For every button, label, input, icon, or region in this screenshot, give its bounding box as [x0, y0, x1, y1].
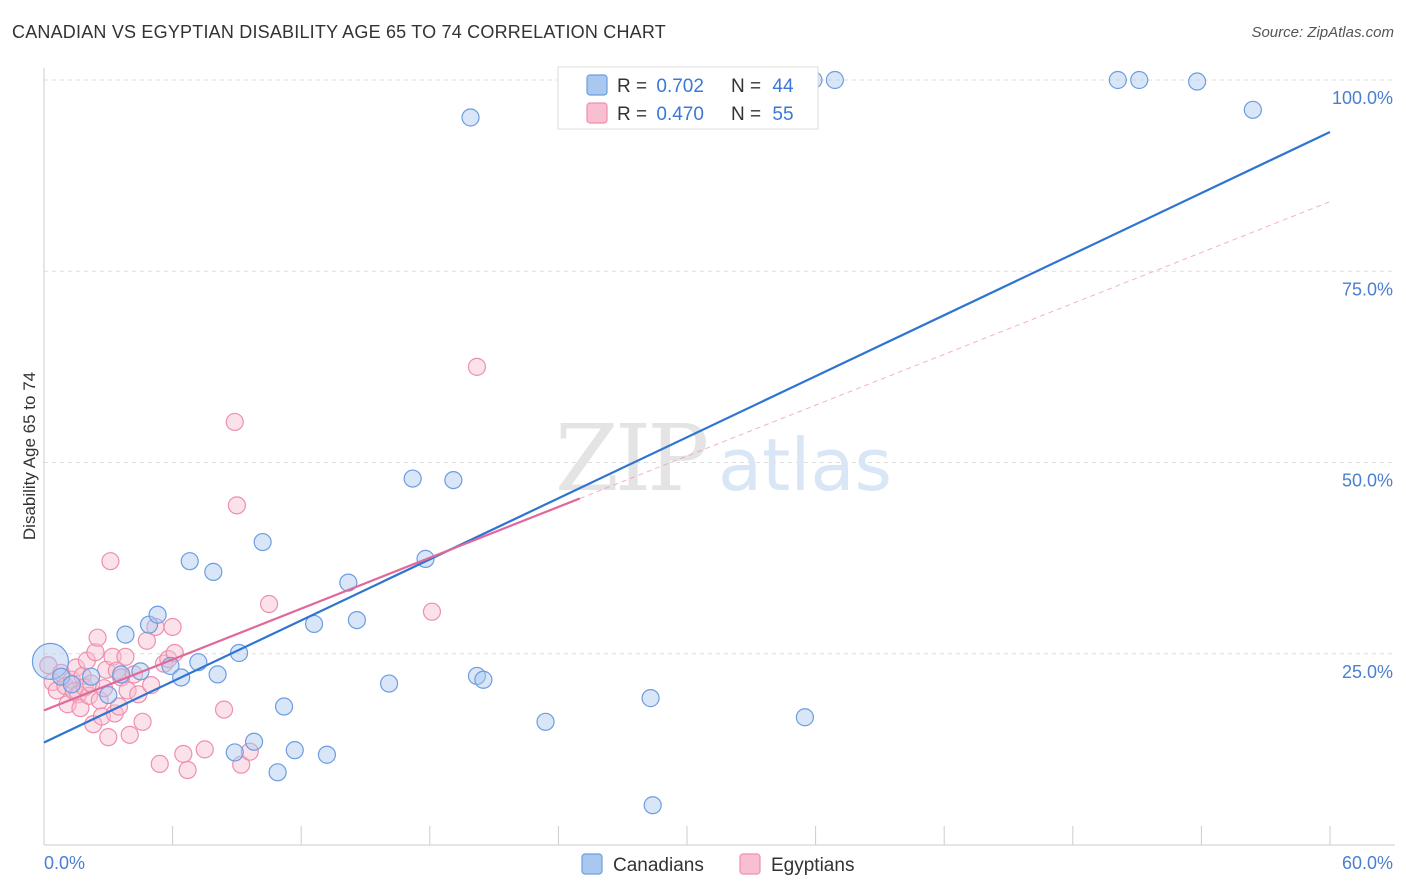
legend-r-label: R = [617, 104, 652, 125]
canadian-point [379, 674, 399, 693]
legend-bottom-swatch-egyptians [739, 853, 761, 875]
egyptian-point [86, 643, 105, 662]
legend-row-egyptians-n: N = 55 [731, 104, 794, 125]
canadian-point [116, 625, 135, 644]
canadian-point [148, 605, 167, 624]
canadian-point [1243, 100, 1262, 119]
egyptian-point [150, 754, 169, 774]
egyptian-point [214, 700, 234, 719]
canadian-point [643, 796, 662, 815]
y-tick-label: 100.0% [1332, 88, 1393, 108]
chart-source: Source: ZipAtlas.com [1251, 24, 1394, 41]
canadian-point [461, 108, 480, 127]
egyptian-point [422, 602, 442, 621]
watermark: ZIP atlas [555, 405, 892, 512]
egyptian-point [467, 357, 487, 376]
canadian-point [474, 670, 493, 689]
y-tick-label: 50.0% [1342, 471, 1393, 491]
canadian-point [99, 685, 118, 705]
y-tick-label: 75.0% [1342, 279, 1393, 299]
canadian-point [347, 610, 367, 630]
canadian-point [268, 763, 287, 782]
canadian-point [641, 689, 660, 708]
canadian-point [317, 745, 337, 764]
canadian-point [31, 642, 70, 681]
egyptian-point [178, 760, 197, 780]
legend-bottom-label-canadians: Canadians [613, 855, 704, 876]
legend-r-value: 0.702 [656, 76, 704, 97]
egyptian-point [120, 725, 139, 744]
trend-lines [43, 131, 1331, 744]
egyptian-point [174, 744, 193, 764]
canadian-point [82, 667, 101, 686]
canadian-point [180, 552, 199, 571]
axes [43, 68, 1395, 846]
legend-bottom: Canadians Egyptians [581, 853, 854, 876]
canadian-point [253, 532, 272, 552]
canadian-point [208, 665, 227, 684]
canadian-point [244, 732, 264, 751]
watermark-zip: ZIP [555, 405, 706, 512]
legend-row-egyptians: R = 0.470 [617, 104, 704, 125]
egyptian-point [163, 617, 182, 637]
egyptian-point [99, 728, 118, 747]
canadian-point [1188, 72, 1207, 91]
y-axis-label: Disability Age 65 to 74 [20, 372, 39, 540]
egyptian-point [225, 412, 244, 432]
legend-row-canadians-n: N = 44 [731, 76, 794, 97]
chart-title: CANADIAN VS EGYPTIAN DISABILITY AGE 65 T… [12, 22, 666, 42]
canadian-point [444, 470, 463, 490]
egyptian-point [137, 631, 156, 650]
egyptian-point [101, 552, 120, 571]
legend-top: R = 0.702 N = 44 R = 0.470 N = 55 [557, 66, 819, 130]
x-tick-label: 60.0% [1342, 853, 1393, 873]
egyptians-trend-line [43, 497, 581, 712]
egyptian-points [39, 357, 487, 780]
legend-n-label: N = [731, 76, 766, 97]
legend-n-value: 44 [772, 76, 794, 97]
canadian-point [62, 675, 81, 694]
egyptian-point [259, 594, 279, 614]
watermark-atlas: atlas [718, 423, 892, 507]
canadian-point [285, 741, 304, 760]
x-tick-labels: 0.0% 60.0% [44, 853, 1393, 873]
legend-n-value: 55 [772, 104, 793, 125]
legend-r-label: R = [617, 76, 652, 97]
egyptian-point [118, 681, 137, 700]
egyptian-point [88, 628, 107, 647]
canadian-point [403, 469, 422, 488]
egyptian-point [227, 496, 246, 515]
egyptian-point [133, 712, 152, 731]
y-tick-labels: 25.0% 50.0% 75.0% 100.0% [1332, 88, 1393, 682]
canadian-point [225, 743, 244, 762]
y-tick-label: 25.0% [1342, 662, 1393, 682]
canadian-point [536, 712, 555, 731]
legend-bottom-label-egyptians: Egyptians [771, 855, 854, 876]
canadian-point [204, 562, 223, 581]
gridlines [44, 79, 1395, 655]
legend-n-label: N = [731, 104, 766, 125]
canadian-point [825, 70, 844, 90]
egyptian-point [116, 647, 135, 666]
egyptians-trend-extension [579, 201, 1331, 499]
legend-row-canadians: R = 0.702 [617, 76, 704, 97]
canadian-point [1108, 70, 1127, 90]
legend-swatch-canadians [586, 74, 608, 96]
legend-swatch-egyptians [586, 102, 608, 124]
x-tick-label: 0.0% [44, 853, 85, 873]
legend-r-value: 0.470 [656, 104, 704, 125]
canadian-point [1130, 70, 1149, 90]
egyptian-point [103, 647, 122, 666]
canadian-point [795, 708, 814, 727]
canadian-point [274, 697, 294, 716]
egyptian-point [240, 742, 259, 761]
canadians-trend-line [43, 131, 1331, 744]
egyptian-point [195, 740, 214, 759]
legend-bottom-swatch-canadians [581, 853, 603, 875]
